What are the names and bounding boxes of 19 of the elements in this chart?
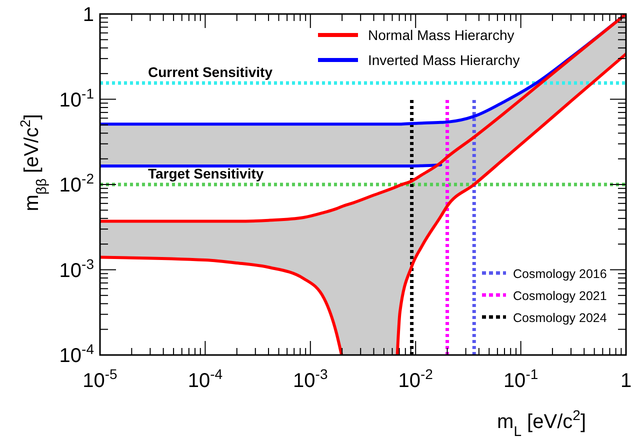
x-tick-label: 10$^{-1}$ — [503, 366, 538, 392]
x-tick-label: 10$^{-2}$ — [398, 366, 434, 392]
ref-line-label: Current Sensitivity — [148, 64, 273, 80]
y-tick-label: 10$^{-2}$ — [59, 170, 94, 196]
legend-label: Cosmology 2021 — [513, 289, 607, 303]
ref-line-label: Target Sensitivity — [148, 166, 264, 182]
y-tick-label: 10$^{-3}$ — [59, 256, 94, 282]
x-tick-label: 10$^{-3}$ — [293, 366, 328, 392]
x-tick-label: 10$^{-5}$ — [82, 366, 118, 392]
x-tick-label: 1 — [620, 370, 632, 392]
legend-label: Inverted Mass Hierarchy — [368, 52, 520, 68]
x-tick-label: 10$^{-4}$ — [188, 366, 223, 392]
x-axis-title: m$_{L}$ [eV/c$^{2}$] — [497, 407, 586, 439]
legend-label: Normal Mass Hierarchy — [368, 27, 514, 43]
y-tick-label: 1 — [82, 4, 94, 26]
y-tick-label: 10$^{-4}$ — [59, 341, 94, 367]
legend-label: Cosmology 2016 — [513, 267, 607, 281]
y-tick-label: 10$^{-1}$ — [59, 85, 94, 112]
legend-label: Cosmology 2024 — [513, 311, 607, 325]
